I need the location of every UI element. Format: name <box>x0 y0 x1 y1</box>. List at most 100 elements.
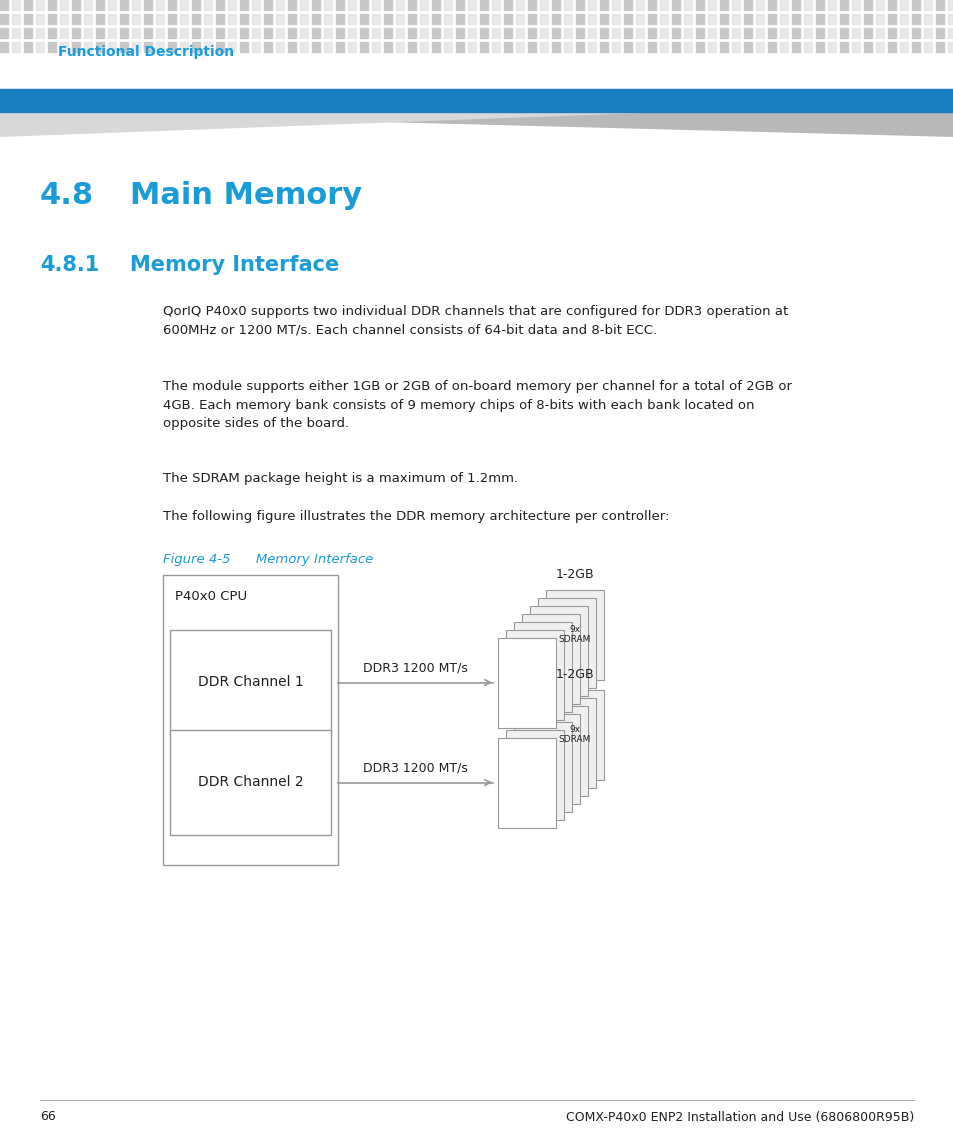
Bar <box>623 42 631 52</box>
Bar <box>791 27 800 38</box>
Bar <box>537 598 596 687</box>
Text: Memory Interface: Memory Interface <box>130 255 339 275</box>
Bar <box>468 42 476 52</box>
Bar <box>144 0 152 10</box>
Bar <box>180 14 188 24</box>
Bar <box>696 0 703 10</box>
Bar <box>887 0 895 10</box>
Bar <box>887 27 895 38</box>
Bar <box>120 14 128 24</box>
Bar <box>863 42 871 52</box>
Bar <box>755 27 763 38</box>
Bar <box>468 0 476 10</box>
Bar <box>623 14 631 24</box>
Bar <box>707 14 716 24</box>
Bar <box>492 42 499 52</box>
Bar <box>395 0 403 10</box>
Bar <box>335 0 344 10</box>
Bar <box>384 27 392 38</box>
Bar <box>275 0 284 10</box>
Bar <box>683 42 691 52</box>
Bar <box>514 721 572 812</box>
Bar <box>156 27 164 38</box>
Bar <box>0 89 953 112</box>
Bar <box>612 14 619 24</box>
Text: Functional Description: Functional Description <box>58 45 233 60</box>
Bar <box>935 14 943 24</box>
Bar <box>563 14 572 24</box>
Bar <box>911 14 919 24</box>
Bar <box>168 42 175 52</box>
Bar <box>156 14 164 24</box>
Bar <box>755 0 763 10</box>
Text: DDR Channel 2: DDR Channel 2 <box>197 775 303 790</box>
Bar <box>731 0 740 10</box>
Bar <box>707 0 716 10</box>
Bar <box>911 0 919 10</box>
Bar <box>899 42 907 52</box>
Bar <box>552 42 559 52</box>
Bar <box>479 0 488 10</box>
Bar <box>587 14 596 24</box>
Text: 9x
SDRAM: 9x SDRAM <box>558 725 591 744</box>
Bar <box>503 0 512 10</box>
Bar <box>827 14 835 24</box>
Bar <box>132 14 140 24</box>
Bar <box>299 42 308 52</box>
Bar <box>683 14 691 24</box>
Bar <box>408 14 416 24</box>
Bar <box>791 14 800 24</box>
Bar <box>170 731 331 835</box>
Bar <box>743 42 751 52</box>
Bar <box>827 42 835 52</box>
Text: 66: 66 <box>40 1111 55 1123</box>
Bar <box>215 27 224 38</box>
Bar <box>671 0 679 10</box>
Bar <box>288 27 295 38</box>
Bar <box>156 42 164 52</box>
Bar <box>288 42 295 52</box>
Bar <box>840 42 847 52</box>
Bar <box>0 27 8 38</box>
Bar <box>84 0 91 10</box>
Bar <box>275 27 284 38</box>
Bar <box>408 42 416 52</box>
Bar <box>144 14 152 24</box>
Bar <box>443 27 452 38</box>
Bar <box>395 27 403 38</box>
Bar <box>791 42 800 52</box>
Bar <box>696 42 703 52</box>
Bar <box>443 42 452 52</box>
Bar <box>180 0 188 10</box>
Bar <box>348 0 355 10</box>
Bar <box>275 42 284 52</box>
Bar <box>372 42 379 52</box>
Bar <box>168 14 175 24</box>
Bar <box>755 14 763 24</box>
Bar <box>468 14 476 24</box>
Bar <box>899 27 907 38</box>
Bar <box>180 42 188 52</box>
Bar <box>71 14 80 24</box>
Text: 4.8: 4.8 <box>40 181 94 210</box>
Bar <box>240 14 248 24</box>
Bar <box>432 27 439 38</box>
Bar <box>12 0 20 10</box>
Bar <box>432 0 439 10</box>
Bar <box>815 0 823 10</box>
Bar <box>516 0 523 10</box>
Bar <box>815 42 823 52</box>
Bar <box>780 27 787 38</box>
Bar <box>935 27 943 38</box>
Bar <box>803 27 811 38</box>
Bar <box>132 27 140 38</box>
Bar <box>875 27 883 38</box>
Text: 1-2GB: 1-2GB <box>555 569 594 582</box>
Bar <box>163 575 337 864</box>
Bar <box>599 27 607 38</box>
Bar <box>851 27 859 38</box>
Text: The module supports either 1GB or 2GB of on-board memory per channel for a total: The module supports either 1GB or 2GB of… <box>163 380 791 431</box>
Bar <box>36 14 44 24</box>
Bar <box>108 42 116 52</box>
Bar <box>12 27 20 38</box>
